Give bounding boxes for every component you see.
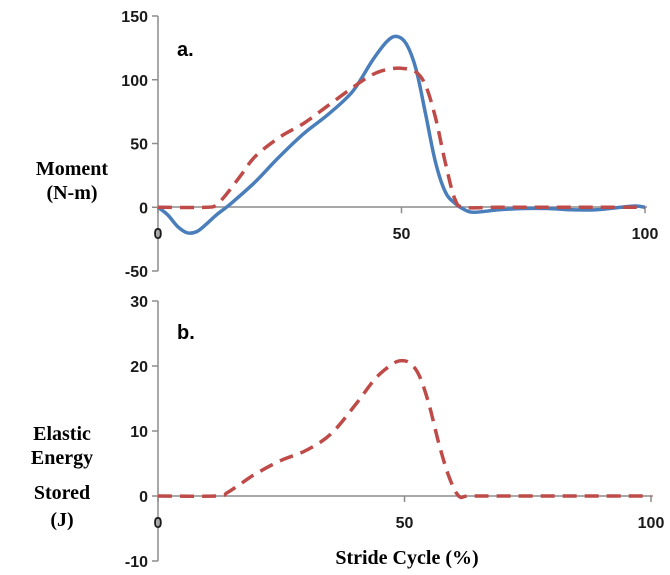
panel-b-label: b. [177,322,195,344]
panel-a-x-tick-label: 50 [393,226,411,243]
panel-b-y-tick-label: 20 [130,359,148,376]
panel-b-ylabel-line-1: Elastic [33,423,91,445]
panel-b-x-ticks: 0 50 100 [154,496,665,532]
panel-b-y-tick-label: 10 [130,424,148,441]
panel-b-ylabel-line-4: (J) [50,509,73,531]
panel-b-ylabel-line-3: Stored [34,482,90,504]
panel-a-x-ticks: 0 50 100 [154,207,659,243]
panel-a-series [156,34,646,235]
panel-a-ylabel-line-2: (N-m) [46,182,97,204]
panel-a-x-tick-label: 100 [632,226,659,243]
panel-a: -50 0 50 100 150 0 50 100 a. Moment (N-m) [36,9,659,281]
panel-b-y-tick-label: 0 [139,489,148,506]
panel-b-x-tick-label: 100 [638,515,665,532]
panel-a-x-tick-label: 0 [154,226,163,243]
panel-a-ylabel-line-1: Moment [36,158,109,180]
panel-b-x-tick-label: 50 [396,515,414,532]
panel-a-y-tick-label: -50 [125,264,148,281]
panel-a-y-tick-label: 0 [139,200,148,217]
panel-b-y-tick-label: -10 [125,554,148,571]
panel-b-dashed-series-line [157,358,651,500]
panel-b-y-tick-label: 30 [130,294,148,311]
panel-b-x-tick-label: 0 [154,515,163,532]
panel-b: -10 0 10 20 30 0 50 100 b. Elastic Energy Stor… [31,294,665,571]
panel-b-ylabel-line-2: Energy [31,447,93,469]
panel-b-series [157,358,651,500]
panel-a-solid-series-line [156,34,646,235]
panel-a-label: a. [177,39,194,61]
panel-a-dashed-series-line [157,66,645,210]
panel-a-y-tick-label: 50 [130,137,148,154]
x-axis-title: Stride Cycle (%) [335,547,478,569]
panel-a-y-tick-label: 150 [121,9,148,26]
panel-b-y-ticks: -10 0 10 20 30 [125,294,158,571]
panel-a-y-ticks: -50 0 50 100 150 [121,9,158,281]
panel-a-y-tick-label: 100 [121,73,148,90]
